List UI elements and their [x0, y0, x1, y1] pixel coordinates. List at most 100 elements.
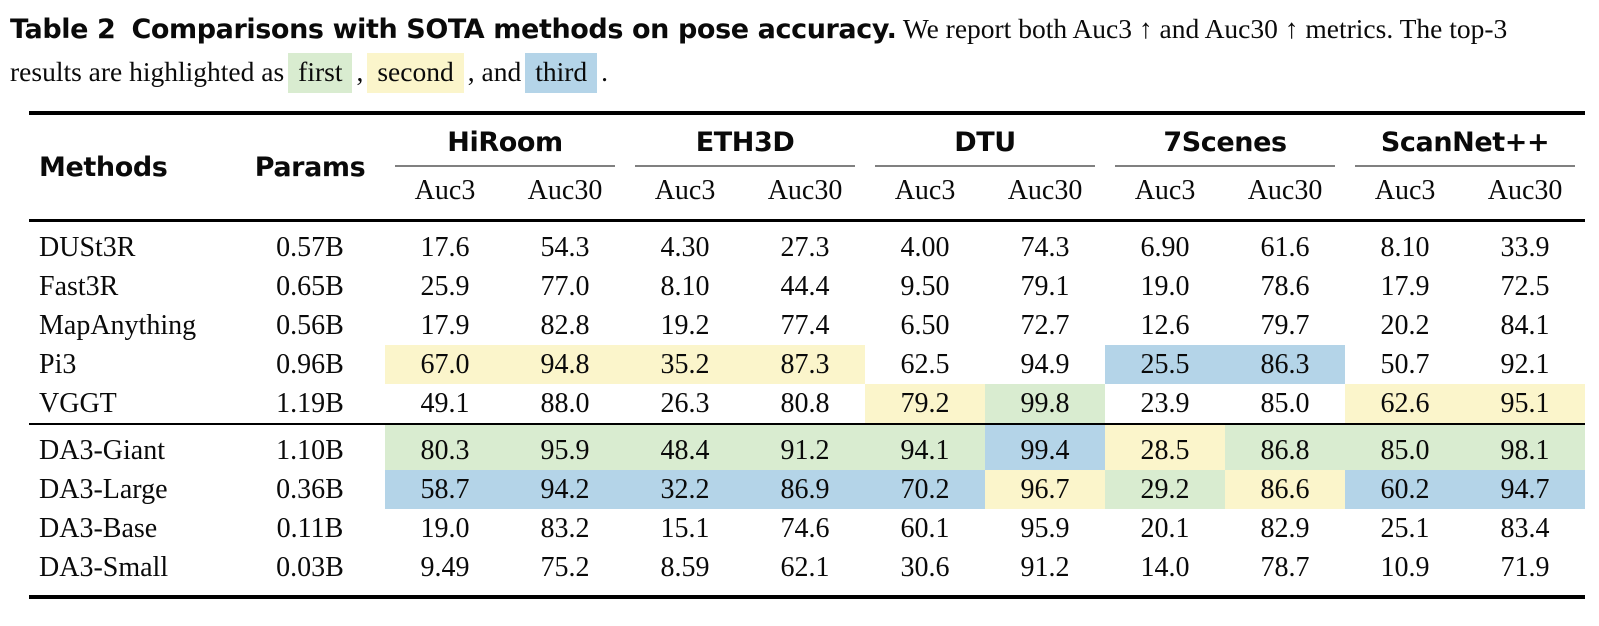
- value-cell: 80.3: [385, 424, 505, 470]
- value-cell: 94.8: [505, 345, 626, 384]
- value-cell: 99.4: [985, 424, 1106, 470]
- value-cell: 86.6: [1225, 470, 1346, 509]
- caption-separator: , and: [467, 56, 522, 87]
- value-cell: 82.9: [1260, 512, 1310, 544]
- value-cell: 74.6: [780, 512, 830, 544]
- value-cell: 80.8: [780, 387, 830, 419]
- value-cell: 50.7: [1380, 348, 1430, 380]
- group-underline: [635, 165, 856, 167]
- metric-header-row: Auc3 Auc30 Auc3 Auc30 Auc3 Auc30 Auc3 Au…: [29, 167, 1586, 222]
- value-cell: 91.2: [1020, 551, 1070, 583]
- caption-separator: .: [601, 56, 609, 87]
- table-row: DA3-Small 0.03B 9.49 75.2 8.59 62.1 30.6 91.2 14…: [29, 548, 1585, 597]
- group-label: 7Scenes: [1163, 127, 1287, 158]
- value-cell: 60.1: [900, 512, 950, 544]
- value-cell: 8.10: [1380, 231, 1430, 263]
- value-cell: 6.50: [900, 309, 950, 341]
- params-cell: 0.96B: [276, 348, 344, 380]
- value-cell: 17.6: [420, 231, 470, 263]
- legend-chip-second: second: [367, 53, 464, 93]
- value-cell: 72.5: [1500, 270, 1550, 302]
- value-cell: 77.0: [540, 270, 590, 302]
- value-cell: 20.2: [1380, 309, 1430, 341]
- table-row: DUSt3R 0.57B 17.6 54.3 4.30 27.3 4.00 74.3 6.90 6…: [29, 221, 1585, 268]
- value-cell: 6.90: [1140, 231, 1190, 263]
- value-cell: 94.7: [1465, 470, 1586, 509]
- method-cell: DA3-Large: [39, 473, 168, 505]
- method-cell: DA3-Giant: [39, 434, 165, 466]
- paper-page: Table 2 Comparisons with SOTA methods on …: [0, 8, 1599, 626]
- metric-header-auc30: Auc30: [1225, 167, 1346, 222]
- caption-text: We report both Auc3 ↑ and Auc30 ↑ metric…: [10, 13, 1508, 87]
- value-cell: 85.0: [1345, 424, 1466, 470]
- group-label: ETH3D: [695, 127, 795, 158]
- value-cell: 9.49: [420, 551, 470, 583]
- value-cell: 83.4: [1500, 512, 1550, 544]
- caption-separator: ,: [356, 56, 364, 87]
- value-cell: 27.3: [780, 231, 830, 263]
- group-header-hiroom: HiRoom: [385, 113, 625, 167]
- value-cell: 91.2: [745, 424, 866, 470]
- table-header: Methods Params HiRoom ETH3D DTU 7Scenes: [29, 113, 1586, 222]
- params-cell: 0.57B: [276, 231, 344, 263]
- value-cell: 19.0: [1140, 270, 1190, 302]
- value-cell: 75.2: [540, 551, 590, 583]
- value-cell: 67.0: [385, 345, 505, 384]
- table-caption: Table 2 Comparisons with SOTA methods on …: [10, 8, 1585, 93]
- value-cell: 86.3: [1225, 345, 1346, 384]
- value-cell: 60.2: [1345, 470, 1466, 509]
- params-cell: 0.65B: [276, 270, 344, 302]
- value-cell: 94.1: [865, 424, 986, 470]
- group-header-scannetpp: ScanNet++: [1345, 113, 1585, 167]
- metric-header-auc3: Auc3: [865, 167, 986, 222]
- group-header-7scenes: 7Scenes: [1105, 113, 1345, 167]
- value-cell: 70.2: [865, 470, 986, 509]
- group-underline: [875, 165, 1096, 167]
- value-cell: 8.59: [660, 551, 710, 583]
- value-cell: 92.1: [1500, 348, 1550, 380]
- value-cell: 48.4: [625, 424, 746, 470]
- table-row: DA3-Large 0.36B 58.7 94.2 32.2 86.9 70.2 96.7 29…: [29, 470, 1586, 509]
- value-cell: 25.9: [420, 270, 470, 302]
- value-cell: 72.7: [1020, 309, 1070, 341]
- metric-header-auc30: Auc30: [985, 167, 1106, 222]
- group-header-row: Methods Params HiRoom ETH3D DTU 7Scenes: [29, 113, 1585, 222]
- value-cell: 8.10: [660, 270, 710, 302]
- value-cell: 95.9: [505, 424, 626, 470]
- caption-label: Table 2: [10, 14, 116, 45]
- value-cell: 49.1: [420, 387, 470, 419]
- params-cell: 1.19B: [276, 387, 344, 419]
- group-header-dtu: DTU: [865, 113, 1105, 167]
- value-cell: 4.30: [660, 231, 710, 263]
- value-cell: 62.1: [780, 551, 830, 583]
- value-cell: 79.2: [865, 384, 986, 424]
- metric-header-auc3: Auc3: [625, 167, 746, 222]
- value-cell: 78.6: [1260, 270, 1310, 302]
- table-row: VGGT 1.19B 49.1 88.0 26.3 80.8 79.2 99.8 23.9 85.…: [29, 384, 1586, 424]
- method-cell: DA3-Base: [39, 512, 158, 544]
- value-cell: 86.8: [1225, 424, 1346, 470]
- value-cell: 32.2: [625, 470, 746, 509]
- value-cell: 17.9: [420, 309, 470, 341]
- value-cell: 58.7: [385, 470, 505, 509]
- value-cell: 96.7: [985, 470, 1106, 509]
- table-row: Pi3 0.96B 67.0 94.8 35.2 87.3 62.5 94.9 25.5 86.3…: [29, 345, 1585, 384]
- method-cell: Fast3R: [39, 270, 119, 302]
- value-cell: 19.0: [420, 512, 470, 544]
- caption-title: Comparisons with SOTA methods on pose ac…: [131, 14, 897, 45]
- value-cell: 25.1: [1380, 512, 1430, 544]
- group-header-eth3d: ETH3D: [625, 113, 865, 167]
- value-cell: 95.9: [1020, 512, 1070, 544]
- value-cell: 28.5: [1105, 424, 1226, 470]
- col-header-params: Params: [235, 113, 385, 222]
- value-cell: 14.0: [1140, 551, 1190, 583]
- value-cell: 61.6: [1260, 231, 1310, 263]
- value-cell: 33.9: [1500, 231, 1550, 263]
- value-cell: 19.2: [660, 309, 710, 341]
- table-row: DA3-Base 0.11B 19.0 83.2 15.1 74.6 60.1 95.9 20.…: [29, 509, 1585, 548]
- group-label: ScanNet++: [1380, 127, 1550, 158]
- value-cell: 94.2: [505, 470, 626, 509]
- value-cell: 4.00: [900, 231, 950, 263]
- value-cell: 35.2: [625, 345, 746, 384]
- table-body-baselines: DUSt3R 0.57B 17.6 54.3 4.30 27.3 4.00 74.3 6.90 6…: [29, 221, 1586, 424]
